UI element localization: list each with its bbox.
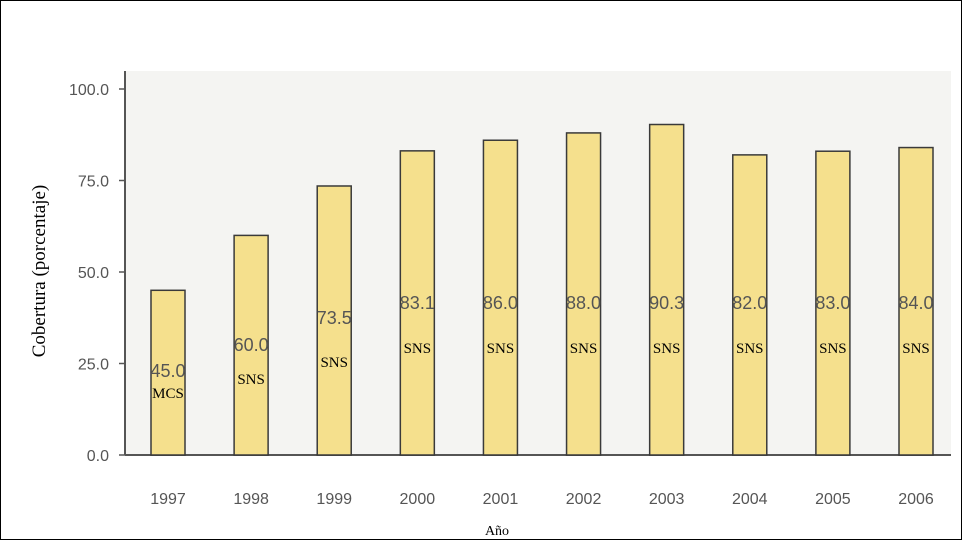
x-tick-label: 2000 [400,491,436,508]
value-label: 88.0 [566,293,601,313]
x-tick-label: 2003 [649,491,685,508]
bar-1998 [233,234,269,456]
bar-tag-label: SNS [570,341,598,357]
y-tick-label: 50.0 [78,265,109,282]
x-axis-label: Año [485,524,509,539]
bar-2000 [399,150,436,456]
bar-2001 [482,139,519,456]
bar-2004 [732,154,768,456]
x-tick-label: 2002 [566,491,602,508]
x-tick-label: 2005 [815,491,851,508]
bar-tag-label: MCS [152,386,184,402]
bar-tag-label: SNS [653,341,681,357]
bar-2005 [815,150,851,456]
value-label: 73.5 [317,308,352,328]
x-tick-label: 2004 [732,491,768,508]
bar-tag-label: SNS [902,341,930,357]
value-label: 60.0 [234,335,269,355]
x-tick-label: 2001 [483,491,519,508]
y-ticks: 0.0 25.0 50.0 75.0 100.0 [69,82,125,465]
bar-1999 [316,185,352,456]
y-tick-label: 75.0 [78,174,109,191]
x-tick-label: 1999 [316,491,352,508]
bar-tag-label: SNS [404,341,432,357]
y-tick-label: 100.0 [69,82,109,99]
value-label: 83.0 [815,293,850,313]
bar-1997 [150,289,186,456]
value-label: 86.0 [483,293,518,313]
bar-tag-label: SNS [736,341,764,357]
bar-tag-label: SNS [487,341,515,357]
y-tick-label: 0.0 [87,448,109,465]
y-axis-label: Cobertura (porcentaje) [29,185,50,358]
bar-2002 [565,132,602,456]
x-tick-label: 1997 [150,491,186,508]
bar-2006 [898,146,934,456]
bar-2003 [648,123,685,456]
x-tick-label: 2006 [898,491,934,508]
bars: 45.0 MCS 60.0 SNS 73.5 SNS 83.1 SNS 86.0 SNS 88.0 S… [150,123,934,456]
value-label: 84.0 [898,293,933,313]
x-ticks: 1997 1998 1999 2000 2001 2002 2003 2004 2005 2006 [150,491,934,508]
value-label: 45.0 [150,361,185,381]
bar-tag-label: SNS [237,372,265,388]
value-label: 90.3 [649,293,684,313]
value-label: 82.0 [732,293,767,313]
bar-tag-label: SNS [819,341,847,357]
x-tick-label: 1998 [233,491,269,508]
bar-tag-label: SNS [320,355,348,371]
y-tick-label: 25.0 [78,357,109,374]
value-label: 83.1 [400,293,435,313]
